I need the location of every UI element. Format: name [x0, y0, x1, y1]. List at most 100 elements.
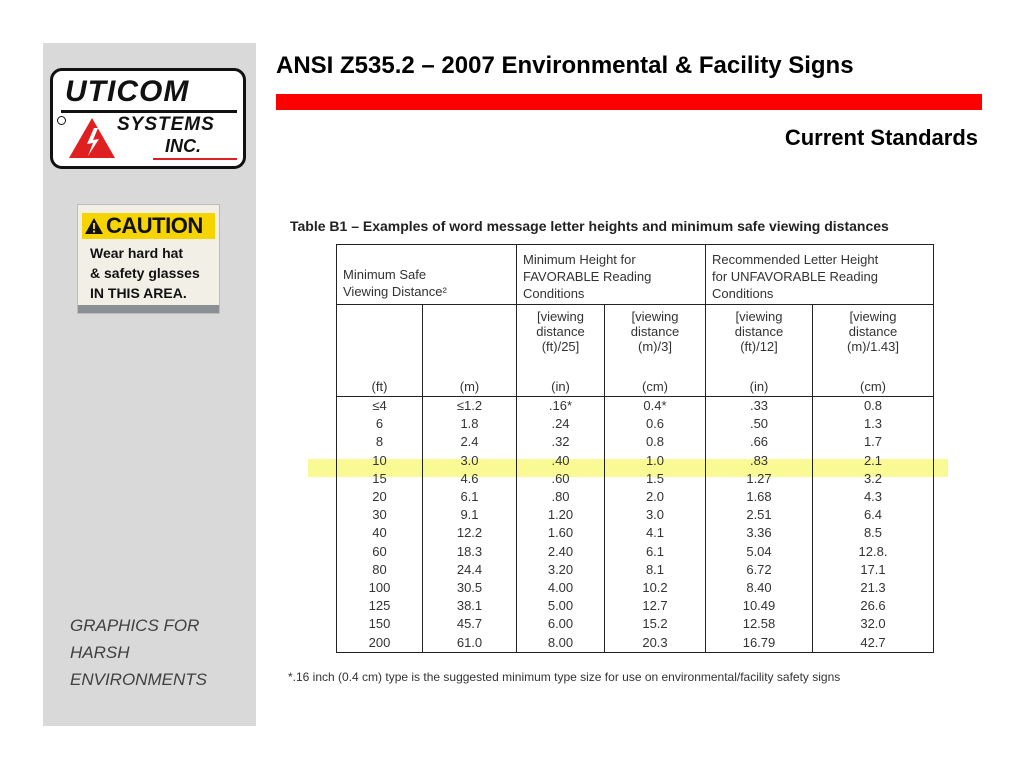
caution-message: Wear hard hat & safety glasses IN THIS A…	[90, 243, 200, 303]
table-cell: 3.0	[460, 452, 479, 468]
table-cell: 12.58	[742, 616, 776, 632]
table-cell: 18.3	[456, 543, 483, 559]
table-cell: 1.0	[645, 452, 665, 468]
table-subheader-row: (ft) (m) [viewing distance (ft)/25] (in)…	[336, 304, 934, 397]
table-cell: .33	[749, 398, 769, 413]
table-cell: 38.1	[456, 598, 483, 614]
unit-label: (m)	[459, 379, 480, 394]
table-cell: 17.1	[860, 561, 886, 577]
table-cell: 8.5	[863, 525, 883, 541]
table-cell: .24	[551, 416, 570, 432]
table-cell: 1.27	[746, 470, 772, 486]
slide-title: ANSI Z535.2 – 2007 Environmental & Facil…	[276, 52, 854, 79]
logo-text-systems: SYSTEMS	[117, 114, 215, 135]
table-cell: 3.2	[863, 470, 883, 486]
table-cell: 6.72	[746, 561, 772, 577]
unit-label: (ft)	[371, 379, 388, 394]
formula-line: (ft)/25]	[541, 339, 580, 354]
table-group-header-row: Minimum Safe Viewing Distance² Minimum H…	[336, 244, 934, 305]
formula-line: distance	[536, 324, 585, 339]
table-cell: 40	[372, 525, 387, 541]
table-cell: 0.8	[645, 434, 665, 450]
table-cell: .50	[749, 416, 769, 432]
subheader-fav-cm: [viewing distance (m)/3] (cm)	[604, 304, 706, 397]
formula-line: distance	[848, 324, 898, 339]
table-caption: Table B1 – Examples of word message lett…	[290, 218, 889, 234]
header-viewing-distance: Minimum Safe Viewing Distance²	[336, 244, 517, 305]
table-cell: 3.0	[645, 507, 665, 523]
table-cell: 8.40	[746, 580, 772, 596]
caution-title: CAUTION	[106, 213, 203, 238]
table-cell: .80	[551, 489, 570, 505]
formula-line: [viewing	[849, 309, 897, 324]
table-cell: .60	[551, 470, 570, 486]
table-cell: 6.1	[645, 543, 665, 559]
logo-text-inc: INC.	[165, 136, 201, 156]
column-ft: ≤4 6 8 10 15 20 30 40 60 80 100 125 150 200	[336, 396, 423, 653]
caution-header-band: CAUTION	[82, 213, 215, 239]
table-cell: 20.3	[642, 634, 668, 650]
caution-line: Wear hard hat	[90, 245, 184, 261]
header-line: Viewing Distance²	[343, 284, 447, 299]
table-cell: 30	[372, 507, 387, 523]
formula-line: [viewing	[735, 309, 783, 324]
table-cell: 6.4	[863, 507, 883, 523]
header-line: Conditions	[523, 286, 585, 301]
sign-mount	[78, 305, 219, 313]
header-favorable: Minimum Height for FAVORABLE Reading Con…	[516, 244, 706, 305]
header-line: Minimum Height for	[523, 252, 636, 267]
logo-divider	[61, 110, 237, 113]
lightning-triangle-icon	[69, 118, 115, 158]
table-cell: 3.36	[746, 525, 772, 541]
formula-line: [viewing	[631, 309, 679, 324]
column-unfav-cm: 0.8 1.3 1.7 2.1 3.2 4.3 6.4 8.5 12.8. 17.1 21.3 26.…	[812, 396, 934, 653]
subheader-unfav-in: [viewing distance (ft)/12] (in)	[705, 304, 813, 397]
table-cell: 61.0	[456, 634, 483, 650]
caution-line: & safety glasses	[90, 265, 200, 281]
table-cell: 2.40	[547, 543, 574, 559]
table-cell: 10.49	[742, 598, 776, 614]
logo-red-underline	[153, 158, 237, 160]
table-cell: 5.00	[547, 598, 574, 614]
table-cell: 80	[372, 561, 387, 577]
table-cell: 0.6	[645, 416, 665, 432]
column-m: ≤1.2 1.8 2.4 3.0 4.6 6.1 9.1 12.2 18.3 24.4 30.5 38…	[422, 396, 517, 653]
table-cell: 4.00	[547, 580, 574, 596]
table-cell: 1.68	[746, 489, 772, 505]
table-cell: .40	[551, 452, 570, 468]
table-cell: 6	[375, 416, 384, 432]
logo-text-uticom: UTICOM	[65, 75, 190, 108]
header-line: Conditions	[712, 286, 774, 301]
table-cell: 8	[375, 434, 384, 450]
table-cell: .16*	[548, 398, 573, 413]
table-cell: ≤4	[372, 398, 387, 413]
table-cell: 10	[372, 452, 387, 468]
formula-line: (m)/1.43]	[846, 339, 899, 354]
column-fav-in: .16* .24 .32 .40 .60 .80 1.20 1.60 2.40 3.20 4.00 5…	[516, 396, 605, 653]
header-line: Recommended Letter Height	[712, 252, 879, 267]
unit-label: (cm)	[642, 379, 668, 394]
table-cell: 2.4	[460, 434, 479, 450]
warning-triangle-icon	[85, 218, 103, 234]
table-cell: 4.6	[460, 470, 479, 486]
table-cell: 10.2	[642, 580, 668, 596]
table-cell: .66	[749, 434, 769, 450]
table-cell: 0.8	[863, 398, 883, 413]
table-cell: ≤1.2	[456, 398, 483, 413]
table-cell: 100	[368, 580, 391, 596]
table-cell: 60	[372, 543, 387, 559]
table-cell: 5.04	[746, 543, 772, 559]
table-cell: 1.60	[547, 525, 574, 541]
table-cell: 20	[372, 489, 387, 505]
formula-line: (m)/3]	[638, 339, 672, 354]
table-cell: 15	[372, 470, 387, 486]
company-logo: UTICOM SYSTEMS INC.	[50, 68, 246, 169]
table-cell: 12.8.	[858, 543, 888, 559]
table-cell: .32	[551, 434, 570, 450]
table-footnote: *.16 inch (0.4 cm) type is the suggested…	[288, 670, 841, 684]
sidebar-caption: GRAPHICS FOR HARSH ENVIRONMENTS	[70, 616, 207, 689]
table-cell: 12.7	[642, 598, 668, 614]
header-line: Minimum Safe	[343, 267, 427, 282]
table-cell: 4.1	[645, 525, 665, 541]
table-cell: 125	[368, 598, 391, 614]
